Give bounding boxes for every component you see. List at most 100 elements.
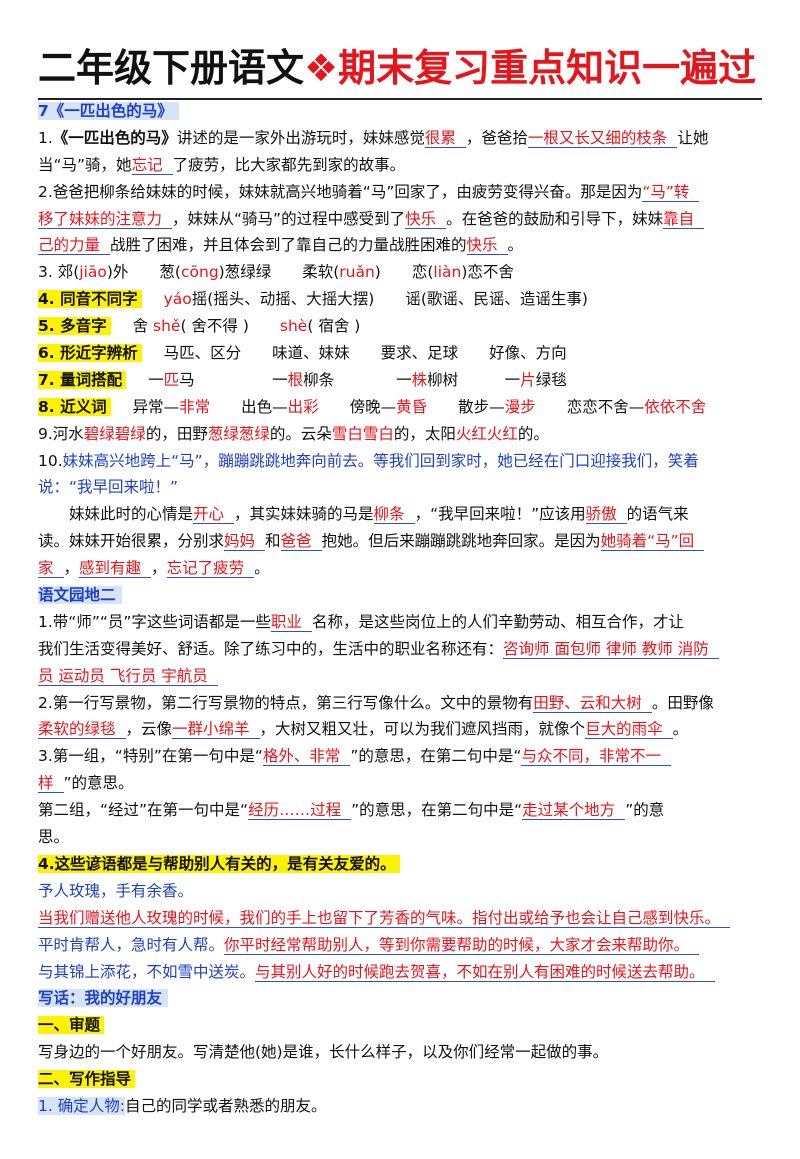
text-line: 1.《一匹出色的马》讲述的是一家外出游玩时，妹妹感觉很累 ，爸爸拾一根又长又细的枝… <box>38 125 764 152</box>
text-run: )葱绿绿 柔软( <box>218 263 340 282</box>
text-line: 平时肯帮人，急时有人帮。你平时经常帮助别人，等到你需要帮助的时候，大家才会来帮助… <box>38 932 764 959</box>
text-run: ”的意思，在第二句中是“ <box>350 747 522 766</box>
text-run: 。 <box>254 559 270 578</box>
text-line: 10.妹妹高兴地跨上“马”，蹦蹦跳跳地奔向前去。等我们回到家时，她已经在门口迎接… <box>38 448 764 475</box>
text-run: 5. 多音字 <box>38 317 111 336</box>
text-run: 妹妹高兴地跨上“马”，蹦蹦跳跳地奔向前去。等我们回到家时，她已经在门口迎接我们，… <box>62 451 699 470</box>
text-run: 自己的同学或者熟悉的朋友。 <box>124 1096 327 1115</box>
text-line: 当“马”骑，她忘记 了疲劳，比大家都先到家的故事。 <box>38 152 764 179</box>
text-run: 3.第一组，“特别”在第一句中是“ <box>38 747 263 766</box>
text-run: ， <box>151 559 167 578</box>
text-run: 9.河水 <box>38 424 84 443</box>
text-run: 6. 形近字辨析 <box>38 344 142 363</box>
title: 二年级下册语文❖期末复习重点知识一遍过 <box>38 38 762 100</box>
text-run: ， <box>63 559 80 578</box>
text-run: 出彩 <box>287 397 319 416</box>
text-run: 散步— <box>427 397 505 416</box>
text-run: 1. <box>38 128 53 147</box>
text-line: 2.第一行写景物，第二行写景物的特点，第三行写像什么。文中的景物有田野、云和大树… <box>38 690 764 717</box>
text-line: 7《一匹出色的马》 <box>38 98 764 125</box>
text-run: 靠自 <box>663 209 705 229</box>
text-run: 出色— <box>210 397 288 416</box>
text-line: 与其锦上添花，不如雪中送炭。与其别人好的时候跑去贺喜，不如在别人有困难的时候送去… <box>38 959 764 986</box>
text-run: ”的意 <box>625 801 665 820</box>
text-line: 1.带“师”“员”字这些词语都是一些职业 名称，是这些岗位上的人们辛勤劳动、相互合… <box>38 609 764 636</box>
text-run: 写话：我的好朋友 <box>38 989 169 1008</box>
text-run: 咨询师 面包师 律师 教师 消防 <box>503 639 719 659</box>
text-line: 语文园地二 <box>38 582 764 609</box>
text-line: 5. 多音字 舍 shě( 舍不得 ) shè( 宿舍 ) <box>38 313 764 340</box>
text-run: 样 <box>38 774 64 794</box>
text-run: 格外、非常 <box>262 747 351 767</box>
text-run: 思。 <box>38 828 70 847</box>
text-run: ( 舍不得 ) <box>180 317 280 336</box>
text-run: 与众不同，非常不一 <box>521 747 671 767</box>
text-run: 绿毯 <box>535 370 567 389</box>
text-run: 快乐 <box>466 236 508 256</box>
text-run: 当我们赠送他人玫瑰的时候，我们的手上也留下了芳香的气味。指付出或给予也会让自己感… <box>38 908 731 928</box>
text-run: 。 <box>507 236 524 255</box>
text-run: ) 恋( <box>374 263 434 282</box>
text-run: 2.爸爸把柳条给妹妹的时候，妹妹就高兴地骑着“马”回家了，由疲劳变得兴奋。那是因… <box>38 182 643 201</box>
text-run: 柳条 <box>373 505 415 525</box>
text-run: ruǎn <box>339 263 375 282</box>
text-run: 开心 <box>193 505 235 525</box>
text-run: ( 宿舍 ) <box>307 317 361 336</box>
text-run: 碧绿碧绿 <box>83 424 146 443</box>
text-run: 与其别人好的时候跑去贺喜，不如在别人有困难的时候送去帮助。 <box>255 962 715 982</box>
text-run: 写身边的一个好朋友。写清楚他(她)是谁，长什么样子，以及你们经常一起做的事。 <box>38 1043 609 1062</box>
text-line: 2.爸爸把柳条给妹妹的时候，妹妹就高兴地骑着“马”回家了，由疲劳变得兴奋。那是因… <box>38 179 764 206</box>
text-line: 予人玫瑰，手有余香。 <box>38 878 764 905</box>
text-run: 名称，是这些岗位上的人们辛勤劳动、相互合作，才让 <box>311 612 684 631</box>
text-line: 4. 同音不同字 yáo摇(摇头、动摇、大摇大摆) 谣(歌谣、民谣、造谣生事) <box>38 286 764 313</box>
text-run: ，大树又粗又壮，可以为我们遮风挡雨，就像个 <box>259 720 586 739</box>
text-run: 非常 <box>179 397 211 416</box>
text-line: 说：“我早回来啦！” <box>38 474 764 501</box>
text-run: 3. 郊( <box>38 263 80 282</box>
text-line: 员 运动员 飞行员 宇航员 <box>38 663 764 690</box>
text-run: 《一匹出色的马》 <box>52 128 177 147</box>
text-run: “马”转 <box>642 182 700 202</box>
text-run: )恋不舍 <box>461 263 514 282</box>
text-run: 家 <box>38 559 64 579</box>
text-run: 的。 <box>517 424 549 443</box>
text-run: 第二组，“经过”在第一句中是“ <box>38 801 249 820</box>
text-run: 巨大的雨伞 <box>585 720 673 740</box>
text-run: 的语气来 <box>626 505 689 524</box>
text-run: 的，太阳 <box>393 424 456 443</box>
text-run: 1. 确定人物: <box>38 1096 125 1115</box>
text-run: 一群小绵羊 <box>172 720 260 740</box>
text-run: 平时肯帮人，急时有人帮。 <box>38 935 225 954</box>
text-line: 9.河水碧绿碧绿的，田野葱绿葱绿的。云朵雪白雪白的，太阳火红火红的。 <box>38 421 764 448</box>
text-run: ”的意思，在第二句中是“ <box>351 801 523 820</box>
text-run: 读。妹妹开始很累，分别求 <box>38 532 225 551</box>
text-line: 3.第一组，“特别”在第一句中是“格外、非常 ”的意思，在第二句中是“与众不同，非… <box>38 743 764 770</box>
text-run: 的。云朵 <box>269 424 332 443</box>
text-run: 我们生活变得美好、舒适。除了练习中的，生活中的职业名称还有： <box>38 639 504 658</box>
text-run: ，其实妹妹骑的马是 <box>234 505 374 524</box>
content: 7《一匹出色的马》 1.《一匹出色的马》讲述的是一家外出游玩时，妹妹感觉很累 ，爸爸… <box>38 98 764 1120</box>
text-run: 爸爸 <box>280 532 322 552</box>
text-run: cōng <box>180 263 219 282</box>
text-run: 她骑着“马”回 <box>600 532 705 552</box>
text-run: 感到有趣 <box>79 559 152 579</box>
text-run: 。 <box>672 720 689 739</box>
text-run: 依依不舍 <box>644 397 707 416</box>
text-line: 移了妹妹的注意力 ，妹妹从“骑马”的过程中感受到了快乐 。在爸爸的鼓励和引导下，妹妹… <box>38 206 764 233</box>
text-run: 妈妈 <box>224 532 266 552</box>
text-run: 快乐 <box>405 209 447 229</box>
text-run: 柳条 一 <box>303 370 412 389</box>
text-run: 7. 量词搭配 <box>38 370 127 389</box>
text-run: 很累 <box>424 128 466 148</box>
text-run: jiāo <box>79 263 107 282</box>
text-run: 葱绿葱绿 <box>207 424 270 443</box>
text-run: 说：“我早回来啦！” <box>38 478 179 497</box>
text-run: 一 <box>148 370 164 389</box>
text-line: 第二组，“经过”在第一句中是“经历……过程 ”的意思，在第二句中是“走过某个地方”… <box>38 797 764 824</box>
text-run: 片 <box>520 370 536 389</box>
text-run: ，爸爸拾 <box>465 128 528 147</box>
text-run: 语文园地二 <box>38 586 122 605</box>
text-run: 2.第一行写景物，第二行写景物的特点，第三行写像什么。文中的景物有 <box>38 693 534 712</box>
text-line: 写话：我的好朋友 <box>38 985 764 1012</box>
text-run: 。田野像 <box>651 693 714 712</box>
